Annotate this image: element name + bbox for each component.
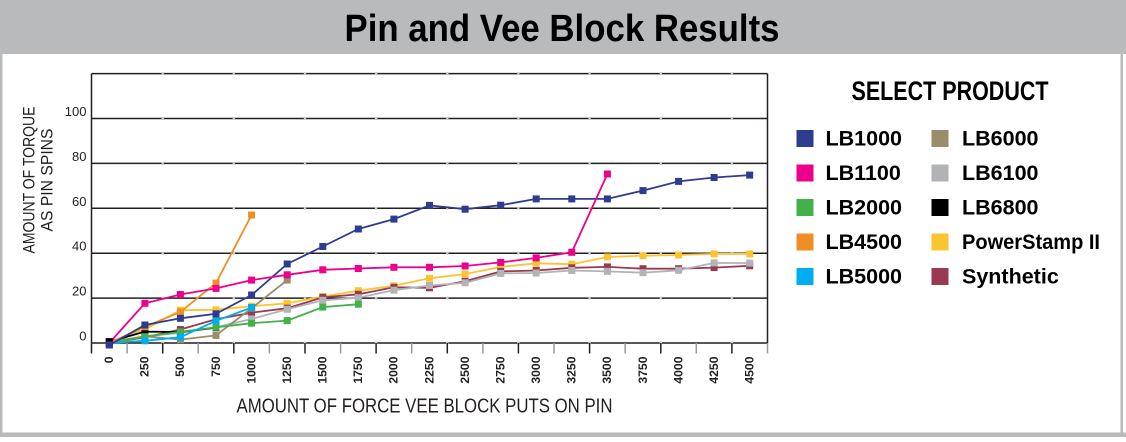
svg-text:LB6000: LB6000 [962,127,1039,151]
svg-text:3500: 3500 [600,356,614,383]
svg-text:4500: 4500 [743,356,757,383]
svg-text:LB5000: LB5000 [826,265,903,289]
svg-text:SELECT PRODUCT: SELECT PRODUCT [852,76,1049,106]
svg-text:20: 20 [72,284,86,299]
svg-text:PowerStamp II: PowerStamp II [962,230,1100,254]
svg-text:4250: 4250 [707,356,721,383]
svg-text:Pin and Vee Block Results: Pin and Vee Block Results [345,8,780,50]
svg-text:2750: 2750 [494,356,508,383]
svg-text:0: 0 [102,356,116,363]
svg-text:0: 0 [79,329,86,344]
svg-text:80: 80 [72,149,86,164]
svg-text:3000: 3000 [529,356,543,383]
svg-text:100: 100 [65,104,87,119]
svg-text:LB6100: LB6100 [962,161,1039,185]
svg-text:60: 60 [72,194,86,209]
svg-text:AMOUNT OF TORQUE: AMOUNT OF TORQUE [20,107,39,254]
svg-text:LB6800: LB6800 [962,196,1039,220]
svg-text:750: 750 [209,356,223,377]
svg-text:2000: 2000 [387,356,401,383]
svg-text:LB2000: LB2000 [826,196,903,220]
svg-text:1750: 1750 [351,356,365,383]
svg-text:40: 40 [72,239,86,254]
svg-text:3750: 3750 [636,356,650,383]
svg-text:2500: 2500 [458,356,472,383]
svg-text:LB1100: LB1100 [826,161,901,185]
svg-text:LB4500: LB4500 [826,230,903,254]
svg-text:1250: 1250 [280,356,294,383]
svg-text:250: 250 [138,356,152,377]
svg-text:AMOUNT OF FORCE VEE BLOCK PUTS: AMOUNT OF FORCE VEE BLOCK PUTS ON PIN [237,396,613,418]
svg-text:500: 500 [173,356,187,377]
svg-text:3250: 3250 [565,356,579,383]
svg-text:Synthetic: Synthetic [962,265,1059,289]
svg-text:2250: 2250 [422,356,436,383]
svg-text:1000: 1000 [244,356,258,383]
svg-text:1500: 1500 [316,356,330,383]
svg-text:AS PIN SPINS: AS PIN SPINS [38,129,57,232]
svg-text:4000: 4000 [671,356,685,383]
svg-text:LB1000: LB1000 [826,127,903,151]
